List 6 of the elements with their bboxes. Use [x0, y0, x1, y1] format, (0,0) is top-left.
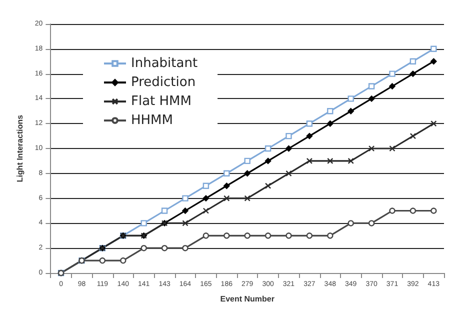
x-axis-title: Event Number [220, 294, 274, 304]
y-axis-title: Light Interactions [16, 114, 24, 182]
legend-label: Inhabitant [131, 56, 198, 71]
legend-label: HHMM [131, 113, 173, 128]
legend-label: Prediction [131, 75, 196, 90]
legend-label: Flat HMM [131, 94, 192, 109]
